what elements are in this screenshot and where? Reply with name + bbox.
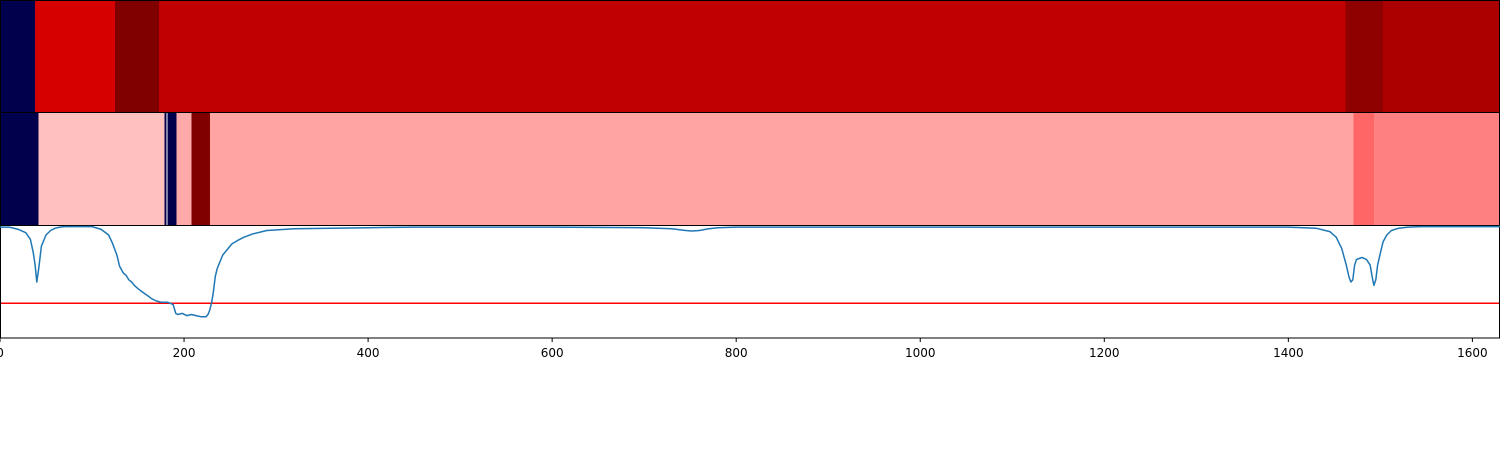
segment-2-5 (167, 113, 177, 225)
x-tick-label: 1000 (905, 346, 936, 360)
signal-panel-background (0, 225, 1500, 339)
segment-1-2 (34, 1, 116, 113)
segment-1-5 (1345, 1, 1384, 113)
segment-2-6 (176, 113, 192, 225)
segmentation-rows (0, 0, 1500, 226)
segment-1-6 (1383, 1, 1500, 113)
signal-panel (0, 225, 1500, 339)
segment-2-10 (1373, 113, 1500, 225)
segment-2-3 (164, 113, 167, 225)
x-tick-label: 1200 (1089, 346, 1120, 360)
x-tick-label: 1400 (1273, 346, 1304, 360)
segment-2-2 (38, 113, 166, 225)
x-tick-label: 1600 (1457, 346, 1488, 360)
segment-1-4 (159, 1, 1346, 113)
segment-1-3 (115, 1, 160, 113)
segment-1-1 (0, 1, 36, 113)
x-tick-label: 800 (725, 346, 748, 360)
segment-2-1 (0, 113, 39, 225)
segment-2-4 (166, 113, 168, 225)
x-axis: 0 200 400 600 800 1000 1200 1400 1600 (0, 338, 1488, 360)
segmentation-row-1 (0, 0, 1500, 114)
x-tick-label: 0 (0, 346, 4, 360)
segment-2-9 (1353, 113, 1375, 225)
segment-2-8 (209, 113, 1354, 225)
x-tick-label: 600 (541, 346, 564, 360)
segment-2-7 (191, 113, 211, 225)
x-tick-label: 200 (173, 346, 196, 360)
signal-line (0, 225, 1500, 318)
segmentation-row-2 (0, 112, 1500, 226)
x-tick-label: 400 (357, 346, 380, 360)
